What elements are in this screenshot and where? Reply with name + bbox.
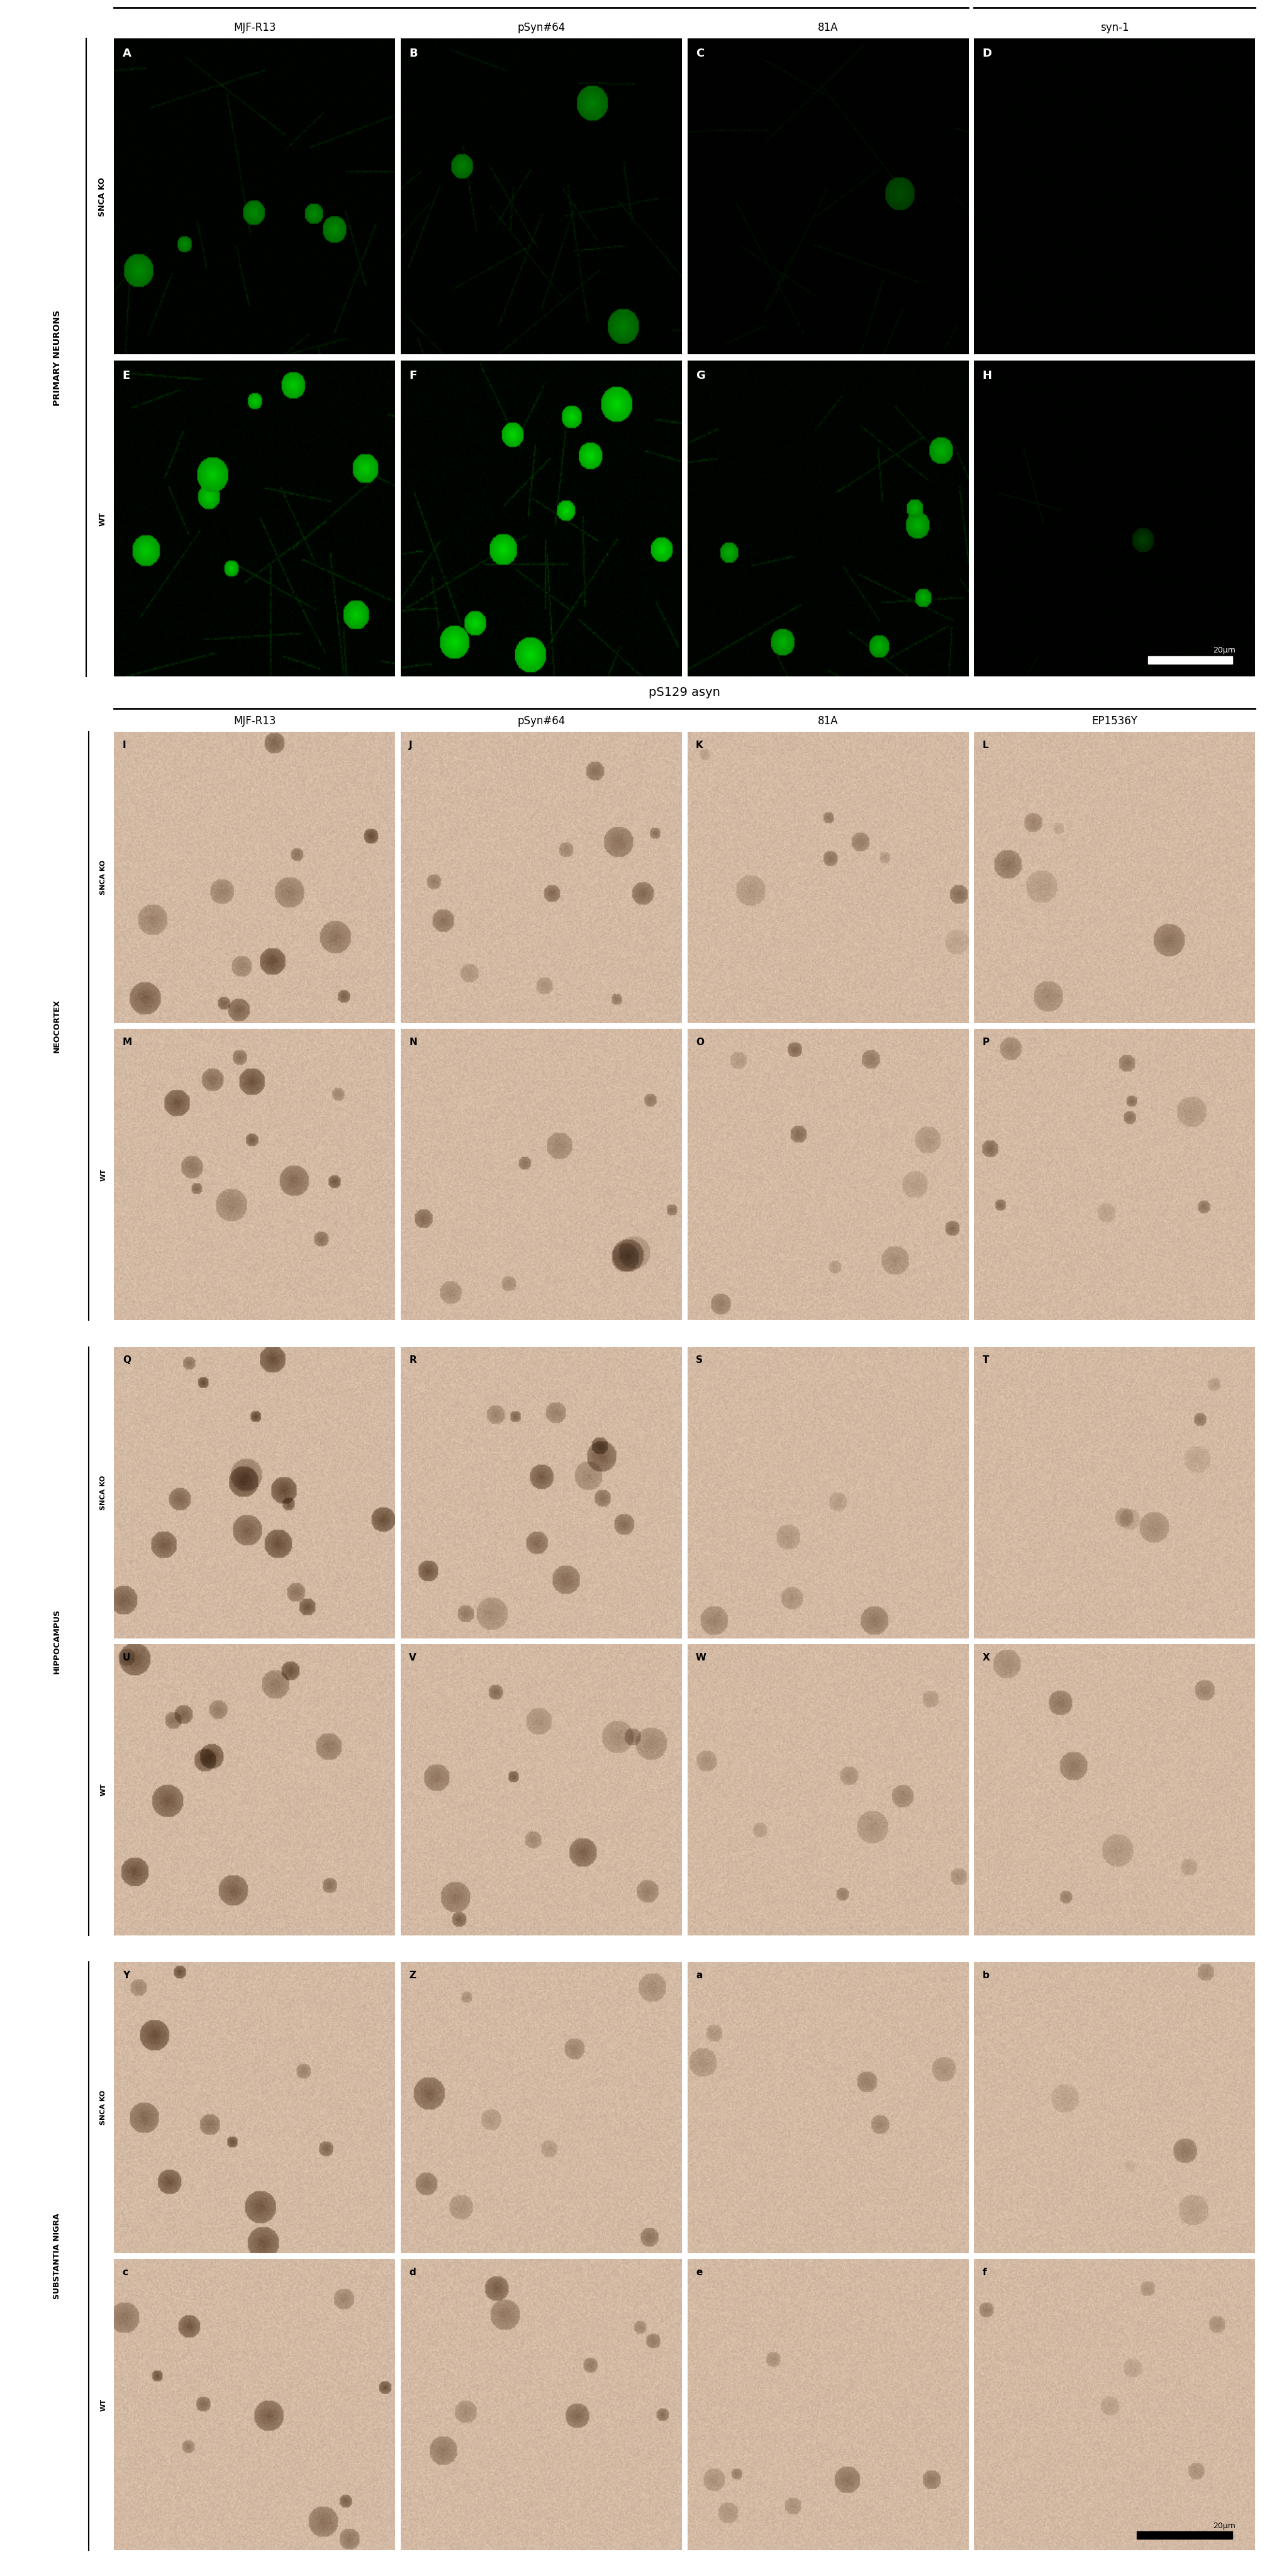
- Text: X: X: [982, 1654, 990, 1662]
- Text: MJF-R13: MJF-R13: [233, 23, 276, 33]
- Text: b: b: [982, 1971, 988, 1981]
- Text: SNCA KO: SNCA KO: [100, 860, 106, 894]
- Text: SNCA KO: SNCA KO: [100, 1476, 106, 1510]
- Text: E: E: [123, 371, 131, 381]
- Text: W: W: [696, 1654, 706, 1662]
- Bar: [1148, 657, 1232, 665]
- Text: WT: WT: [100, 1170, 106, 1180]
- Text: a: a: [696, 1971, 702, 1981]
- Bar: [1136, 2532, 1232, 2537]
- Text: f: f: [982, 2267, 986, 2277]
- Text: O: O: [696, 1038, 703, 1048]
- Text: B: B: [409, 49, 418, 59]
- Text: 20μm: 20μm: [1213, 647, 1234, 654]
- Text: S: S: [696, 1355, 702, 1365]
- Text: R: R: [409, 1355, 417, 1365]
- Text: pSyn#64: pSyn#64: [517, 716, 565, 726]
- Text: C: C: [696, 49, 703, 59]
- Text: K: K: [696, 742, 703, 750]
- Text: G: G: [696, 371, 704, 381]
- Text: U: U: [123, 1654, 131, 1662]
- Text: Z: Z: [409, 1971, 416, 1981]
- Text: WT: WT: [100, 1783, 106, 1795]
- Text: 81A: 81A: [817, 23, 837, 33]
- Text: Q: Q: [123, 1355, 131, 1365]
- Text: PRIMARY NEURONS: PRIMARY NEURONS: [53, 309, 61, 404]
- Text: H: H: [982, 371, 991, 381]
- Text: 81A: 81A: [817, 716, 837, 726]
- Text: d: d: [409, 2267, 416, 2277]
- Text: MJF-R13: MJF-R13: [233, 716, 276, 726]
- Text: EP1536Y: EP1536Y: [1091, 716, 1136, 726]
- Text: P: P: [982, 1038, 988, 1048]
- Text: e: e: [696, 2267, 702, 2277]
- Text: SNCA KO: SNCA KO: [99, 178, 106, 216]
- Text: SUBSTANTIA NIGRA: SUBSTANTIA NIGRA: [53, 2213, 61, 2298]
- Text: M: M: [123, 1038, 132, 1048]
- Text: V: V: [409, 1654, 417, 1662]
- Text: NEOCORTEX: NEOCORTEX: [53, 999, 61, 1054]
- Text: A: A: [123, 49, 132, 59]
- Text: J: J: [409, 742, 413, 750]
- Text: 20μm: 20μm: [1213, 2522, 1234, 2530]
- Text: c: c: [123, 2267, 128, 2277]
- Text: F: F: [409, 371, 417, 381]
- Text: Y: Y: [123, 1971, 129, 1981]
- Text: N: N: [409, 1038, 417, 1048]
- Text: T: T: [982, 1355, 988, 1365]
- Text: L: L: [982, 742, 988, 750]
- Text: syn-1: syn-1: [1100, 23, 1128, 33]
- Text: D: D: [982, 49, 991, 59]
- Text: HIPPOCAMPUS: HIPPOCAMPUS: [53, 1607, 61, 1674]
- Text: WT: WT: [99, 513, 106, 526]
- Text: SNCA KO: SNCA KO: [100, 2089, 106, 2125]
- Text: pSyn#64: pSyn#64: [517, 23, 565, 33]
- Text: WT: WT: [100, 2398, 106, 2411]
- Text: pS129 asyn: pS129 asyn: [649, 685, 720, 698]
- Text: I: I: [123, 742, 125, 750]
